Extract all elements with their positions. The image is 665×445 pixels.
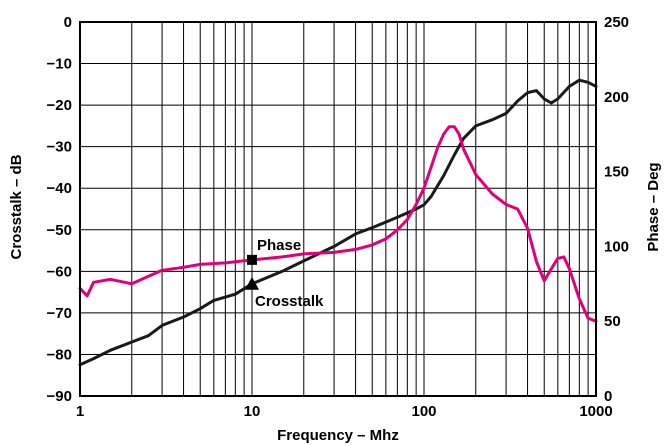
crosstalk-annotation-label: Crosstalk xyxy=(255,293,324,310)
tick-labels: 1 10 100 10000−10−20−30−40−50−60−70−80−9025… xyxy=(47,14,629,420)
y-tick-label-left: −90 xyxy=(47,388,72,405)
y-tick-label-left: 0 xyxy=(64,14,72,31)
y-tick-label-left: −30 xyxy=(47,139,72,156)
y-tick-label-left: −50 xyxy=(47,222,72,239)
y-tick-label-right: 0 xyxy=(604,388,612,405)
y-tick-label-left: −10 xyxy=(47,56,72,73)
y-tick-label-right: 200 xyxy=(604,89,629,106)
y-tick-label-left: −80 xyxy=(47,346,72,363)
y-axis-title-left: Crosstalk – dB xyxy=(8,154,25,259)
grid-lines xyxy=(79,21,597,397)
crosstalk-marker-triangle xyxy=(245,276,259,290)
x-axis-title: Frequency – Mhz xyxy=(277,427,399,444)
series-layer xyxy=(78,78,598,367)
y-tick-label-right: 50 xyxy=(604,313,621,330)
phase-annotation-label: Phase xyxy=(257,237,301,254)
annotations: Phase Crosstalk xyxy=(245,237,324,310)
y-tick-label-right: 100 xyxy=(604,238,629,255)
y-tick-label-right: 150 xyxy=(604,164,629,181)
y-tick-label-left: −70 xyxy=(47,305,72,322)
x-tick-label: 100 xyxy=(411,403,436,420)
y-tick-label-left: −40 xyxy=(47,180,72,197)
plot-frame xyxy=(79,21,597,397)
x-tick-label: 1 xyxy=(76,403,84,420)
y-tick-label-left: −20 xyxy=(47,97,72,114)
x-tick-label: 1000 xyxy=(579,403,612,420)
y-tick-label-right: 250 xyxy=(604,14,629,31)
series-line-phase xyxy=(78,125,598,323)
phase-marker-square xyxy=(247,254,257,265)
y-axis-title-right: Phase – Deg xyxy=(645,162,662,251)
series-line-crosstalk xyxy=(78,78,598,367)
y-tick-label-left: −60 xyxy=(47,263,72,280)
x-tick-label: 10 xyxy=(244,403,261,420)
